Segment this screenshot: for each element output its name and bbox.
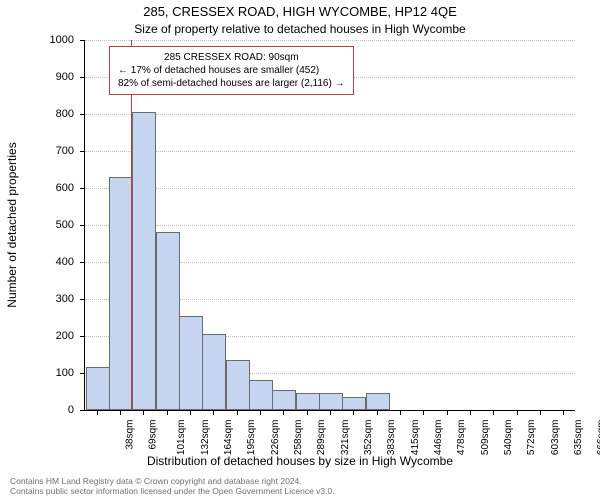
y-tick-label: 700 xyxy=(56,145,74,157)
x-tick-label: 101sqm xyxy=(176,420,187,456)
bar xyxy=(179,316,203,411)
x-tick-label: 509sqm xyxy=(480,420,491,456)
y-tick-label: 500 xyxy=(56,219,74,231)
y-tick-mark xyxy=(80,262,85,263)
x-tick-label: 352sqm xyxy=(363,420,374,456)
bars-group xyxy=(85,40,575,410)
y-tick-mark xyxy=(80,299,85,300)
x-tick-label: 164sqm xyxy=(223,420,234,456)
x-tick-label: 258sqm xyxy=(293,420,304,456)
y-tick-label: 400 xyxy=(56,256,74,268)
bar xyxy=(132,112,156,410)
chart-title: 285, CRESSEX ROAD, HIGH WYCOMBE, HP12 4Q… xyxy=(0,4,600,19)
y-tick-mark xyxy=(80,40,85,41)
bar xyxy=(156,232,180,410)
x-tick-label: 195sqm xyxy=(246,420,257,456)
x-tick-label: 321sqm xyxy=(340,420,351,456)
x-tick-label: 38sqm xyxy=(124,420,135,450)
bar xyxy=(109,177,133,410)
x-tick-label: 69sqm xyxy=(148,420,159,450)
y-tick-mark xyxy=(80,77,85,78)
y-tick-mark xyxy=(80,151,85,152)
bar xyxy=(296,393,320,410)
y-tick-mark xyxy=(80,225,85,226)
x-tick-label: 478sqm xyxy=(456,420,467,456)
bar xyxy=(86,367,110,410)
x-tick-label: 635sqm xyxy=(573,420,584,456)
chart-subtitle: Size of property relative to detached ho… xyxy=(0,22,600,36)
x-tick-label: 289sqm xyxy=(316,420,327,456)
y-tick-label: 200 xyxy=(56,330,74,342)
footer-line-2: Contains public sector information licen… xyxy=(10,486,590,497)
y-tick-label: 600 xyxy=(56,182,74,194)
bar xyxy=(366,393,390,410)
bar xyxy=(226,360,250,410)
property-marker-line xyxy=(131,40,132,410)
x-tick-label: 666sqm xyxy=(596,420,600,456)
x-axis-ticks: 38sqm 69sqm 101sqm 132sqm 164sqm 195sqm 226sqm… xyxy=(84,410,574,460)
y-tick-mark xyxy=(80,188,85,189)
y-tick-label: 300 xyxy=(56,293,74,305)
annotation-line-2: ← 17% of detached houses are smaller (45… xyxy=(118,64,345,77)
bar xyxy=(202,334,226,410)
x-tick-label: 603sqm xyxy=(550,420,561,456)
y-tick-mark xyxy=(80,114,85,115)
y-tick-label: 0 xyxy=(68,404,74,416)
y-tick-label: 100 xyxy=(56,367,74,379)
chart-container: 285, CRESSEX ROAD, HIGH WYCOMBE, HP12 4Q… xyxy=(0,0,600,500)
bar xyxy=(249,380,273,410)
x-tick-label: 226sqm xyxy=(270,420,281,456)
bar xyxy=(272,390,296,411)
y-axis-ticks: 01002003004005006007008009001000 xyxy=(0,40,80,410)
y-tick-label: 800 xyxy=(56,108,74,120)
y-tick-label: 900 xyxy=(56,71,74,83)
x-tick-label: 572sqm xyxy=(526,420,537,456)
footer-attribution: Contains HM Land Registry data © Crown c… xyxy=(10,476,590,497)
x-tick-label: 132sqm xyxy=(200,420,211,456)
x-tick-label: 415sqm xyxy=(410,420,421,456)
x-axis-label: Distribution of detached houses by size … xyxy=(0,454,600,468)
bar xyxy=(342,397,366,410)
annotation-box: 285 CRESSEX ROAD: 90sqm ← 17% of detache… xyxy=(109,46,354,95)
y-tick-label: 1000 xyxy=(50,34,74,46)
y-tick-mark xyxy=(80,336,85,337)
footer-line-1: Contains HM Land Registry data © Crown c… xyxy=(10,476,590,487)
annotation-line-1: 285 CRESSEX ROAD: 90sqm xyxy=(118,51,345,64)
bar xyxy=(319,393,343,410)
x-tick-label: 446sqm xyxy=(433,420,444,456)
x-tick-label: 383sqm xyxy=(386,420,397,456)
y-tick-mark xyxy=(80,373,85,374)
x-tick-label: 540sqm xyxy=(503,420,514,456)
plot-area: 285 CRESSEX ROAD: 90sqm ← 17% of detache… xyxy=(84,40,575,411)
annotation-line-3: 82% of semi-detached houses are larger (… xyxy=(118,77,345,90)
